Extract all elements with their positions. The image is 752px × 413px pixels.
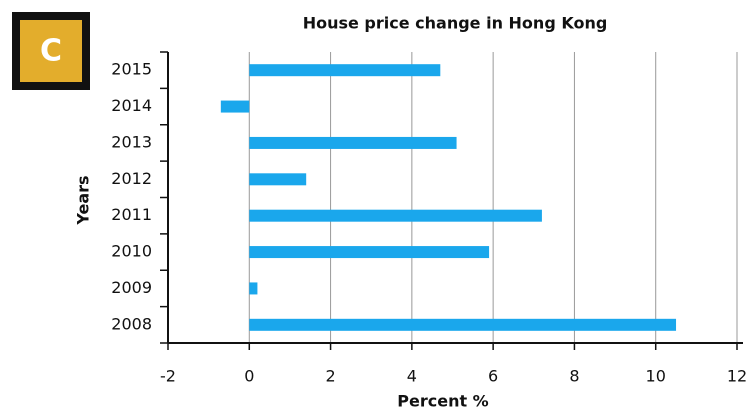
y-tick-label: 2008 xyxy=(111,314,152,333)
y-tick-label: 2009 xyxy=(111,278,152,297)
x-tick-label: 8 xyxy=(569,367,579,386)
y-tick-label: 2015 xyxy=(111,60,152,79)
y-tick-label: 2012 xyxy=(111,169,152,188)
bar xyxy=(220,100,250,113)
x-tick-label: 0 xyxy=(244,367,254,386)
badge-label: C xyxy=(40,34,62,69)
x-tick-label: -2 xyxy=(160,367,176,386)
bar xyxy=(249,136,457,149)
x-tick-label: 2 xyxy=(325,367,335,386)
x-tick-label: 10 xyxy=(646,367,666,386)
bar xyxy=(249,282,258,295)
y-axis-label: Years xyxy=(74,175,93,225)
bar xyxy=(249,318,677,331)
bar xyxy=(249,64,441,77)
y-tick-label: 2011 xyxy=(111,205,152,224)
x-tick-label: 6 xyxy=(488,367,498,386)
y-tick-label: 2010 xyxy=(111,242,152,261)
badge xyxy=(20,20,82,82)
bar xyxy=(249,246,490,259)
x-axis-label: Percent % xyxy=(397,392,488,411)
y-tick-label: 2014 xyxy=(111,96,152,115)
y-tick-label: 2013 xyxy=(111,132,152,151)
x-tick-label: 12 xyxy=(727,367,747,386)
chart-title: House price change in Hong Kong xyxy=(303,14,608,33)
x-tick-label: 4 xyxy=(407,367,417,386)
bar xyxy=(249,209,542,222)
bar xyxy=(249,173,307,186)
